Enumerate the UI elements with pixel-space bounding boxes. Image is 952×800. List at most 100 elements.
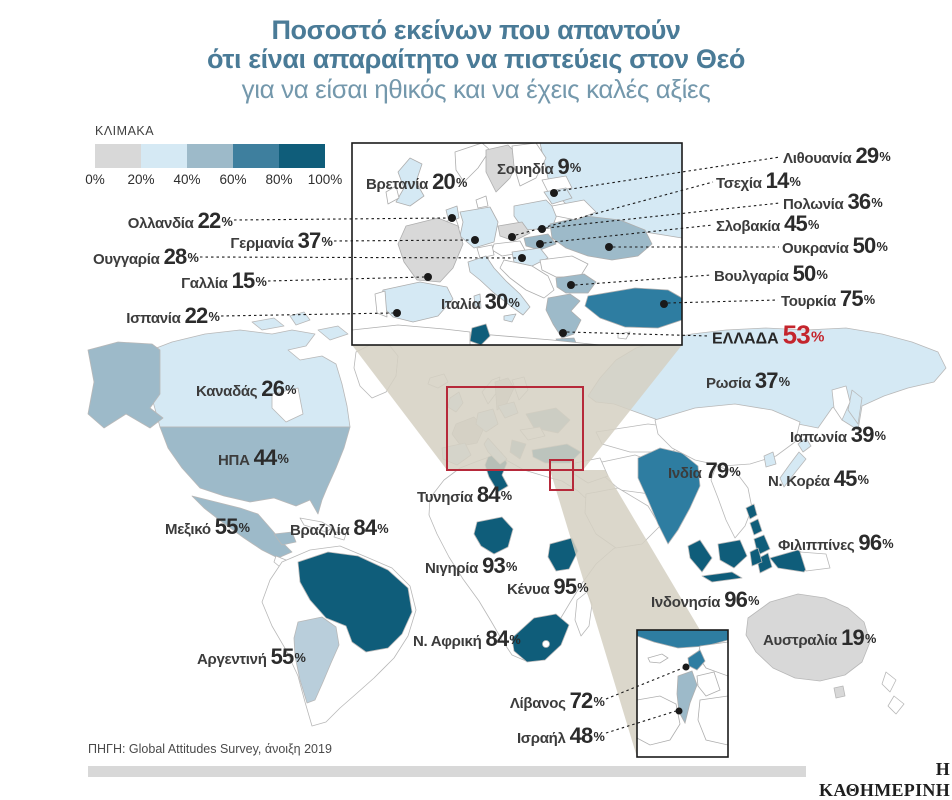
country-value: 37% (754, 368, 790, 393)
footer-bar (88, 766, 806, 777)
country-value: 14% (765, 168, 801, 193)
country-label-usa: ΗΠΑ 44% (218, 445, 289, 471)
locator-rect-levant (549, 459, 574, 491)
title-line-1: Ποσοστό εκείνων που απαντούν (271, 15, 681, 45)
country-value: 28% (163, 244, 199, 269)
percent-sign: % (874, 428, 886, 443)
country-name: Ιαπωνία (790, 429, 847, 446)
percent-sign: % (810, 328, 824, 346)
levant-inset (636, 629, 729, 758)
country-name: Λίβανος (509, 695, 566, 712)
country-value: 15% (231, 268, 267, 293)
country-value: 84% (353, 515, 388, 540)
country-shape-japan (797, 437, 812, 453)
percent-sign: % (593, 694, 604, 709)
country-shape-australia (745, 593, 871, 682)
country-name: Ν. Κορέα (768, 473, 830, 490)
country-label-skorea: Ν. Κορέα 45% (768, 466, 869, 492)
country-label-ukraine: Ουκρανία 50% (782, 233, 888, 259)
legend-tick-1: 20% (127, 172, 155, 187)
percent-sign: % (816, 267, 828, 282)
legend-tick-5: 100% (307, 172, 343, 187)
country-name: Τυνησία (417, 489, 473, 506)
percent-sign: % (277, 451, 289, 466)
legend-swatch-0 (95, 144, 141, 168)
percent-sign: % (508, 295, 520, 310)
country-name: Βουλγαρία (714, 268, 789, 285)
country-value: 53% (782, 319, 825, 350)
percent-sign: % (285, 382, 296, 397)
percent-sign: % (729, 464, 740, 479)
country-name: Λιθουανία (783, 150, 852, 167)
country-label-slovakia: Σλοβακία 45% (716, 211, 819, 237)
country-name: Ρωσία (706, 375, 751, 392)
country-label-nigeria: Νιγηρία 93% (425, 553, 517, 579)
country-value: 45% (784, 211, 819, 236)
percent-sign: % (187, 250, 198, 265)
country-shape-southafrica (511, 613, 570, 663)
country-name: Γαλλία (181, 275, 228, 292)
country-value: 50% (792, 261, 828, 286)
title-line-3: για να είσαι ηθικός και να έχεις καλές α… (241, 73, 711, 104)
percent-sign: % (879, 149, 890, 164)
country-value: 50% (852, 233, 888, 258)
country-name: Πολωνία (783, 196, 844, 213)
leader-lines (199, 156, 781, 734)
percent-sign: % (863, 292, 875, 307)
country-label-mexico: Μεξικό 55% (165, 514, 250, 540)
percent-sign: % (208, 309, 219, 324)
country-value: 30% (484, 289, 520, 314)
country-name: Ολλανδία (127, 215, 194, 232)
legend-tick-2: 40% (173, 172, 201, 187)
country-name: Ινδονησία (651, 594, 721, 611)
country-name: Καναδάς (196, 383, 258, 400)
page-title: Ποσοστό εκείνων που απαντούν ότι είναι α… (0, 15, 952, 105)
legend-swatch-3 (233, 144, 279, 168)
country-shape-india (637, 447, 701, 545)
country-value: 79% (705, 458, 741, 483)
percent-sign: % (221, 214, 232, 229)
country-value: 22% (197, 208, 233, 233)
europe-inset (351, 142, 683, 346)
country-shape-alaska (87, 341, 164, 429)
percent-sign: % (882, 536, 893, 551)
country-name: Μεξικό (165, 521, 211, 538)
country-label-lebanon: Λίβανος 72% (509, 688, 605, 714)
country-name: Βρετανία (366, 176, 429, 193)
country-label-argentina: Αργεντινή 55% (197, 644, 306, 670)
percent-sign: % (321, 234, 332, 249)
percent-sign: % (778, 374, 790, 389)
country-value: 96% (724, 587, 759, 612)
country-name: Ισραήλ (516, 730, 566, 747)
percent-sign: % (577, 580, 588, 595)
country-name: Ιταλία (441, 296, 481, 313)
percent-sign: % (569, 160, 581, 175)
percent-sign: % (255, 274, 266, 289)
country-label-czechia: Τσεχία 14% (716, 168, 801, 194)
country-value: 48% (569, 723, 605, 748)
country-label-greece: ΕΛΛΑΔΑ 53% (712, 320, 824, 351)
country-value: 9% (557, 154, 581, 179)
percent-sign: % (500, 488, 512, 503)
country-name: Τουρκία (781, 293, 836, 310)
country-label-israel: Ισραήλ 48% (516, 723, 605, 749)
country-value: 84% (485, 626, 520, 651)
percent-sign: % (789, 174, 801, 189)
percent-sign: % (864, 631, 876, 646)
country-name: Ν. Αφρική (413, 633, 482, 650)
country-label-netherlands: Ολλανδία 22% (127, 208, 233, 234)
country-label-australia: Αυστραλία 19% (763, 625, 876, 651)
percent-sign: % (509, 632, 520, 647)
country-shape-mexico (191, 495, 293, 559)
country-value: 45% (833, 466, 869, 491)
country-value: 22% (184, 303, 220, 328)
country-label-india: Ινδία 79% (668, 458, 741, 484)
country-label-canada: Καναδάς 26% (196, 376, 296, 402)
country-name: Ουκρανία (782, 240, 849, 257)
percent-sign: % (748, 593, 759, 608)
percent-sign: % (238, 520, 250, 535)
country-value: 29% (855, 143, 890, 168)
country-label-france: Γαλλία 15% (181, 268, 267, 294)
legend-ticks: 0% 20% 40% 60% 80% 100% (85, 172, 342, 190)
